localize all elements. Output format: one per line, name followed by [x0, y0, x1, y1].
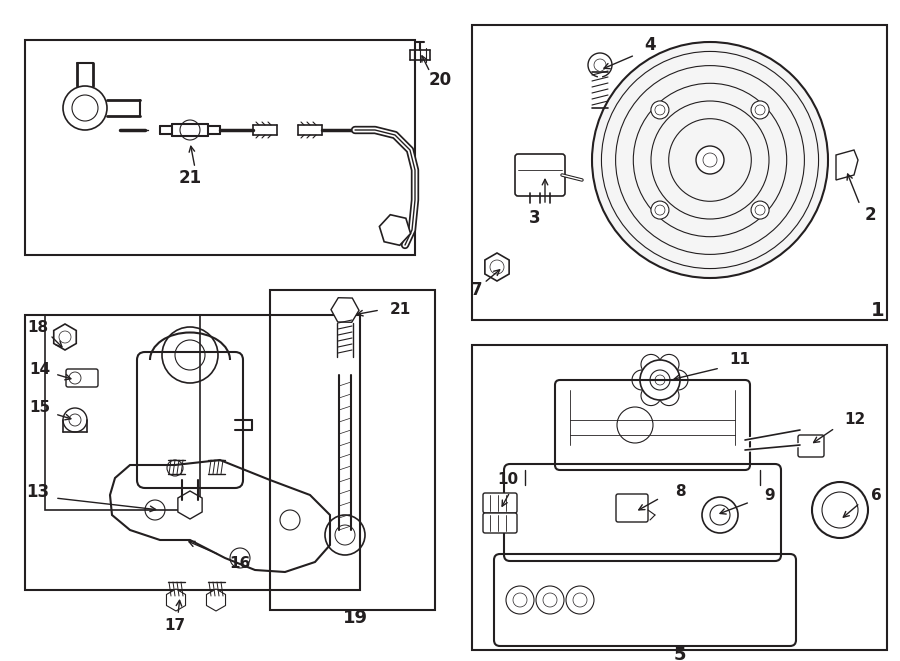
FancyBboxPatch shape: [515, 154, 565, 196]
Text: 19: 19: [343, 609, 367, 627]
Circle shape: [592, 42, 828, 278]
Circle shape: [696, 146, 724, 174]
Text: 21: 21: [390, 303, 410, 317]
FancyBboxPatch shape: [66, 369, 98, 387]
Text: 7: 7: [472, 281, 482, 299]
Text: 9: 9: [765, 488, 775, 502]
Circle shape: [632, 370, 652, 390]
Circle shape: [702, 497, 738, 533]
Text: 17: 17: [165, 617, 185, 633]
Text: 13: 13: [26, 483, 50, 501]
Text: 14: 14: [30, 362, 50, 377]
FancyBboxPatch shape: [483, 493, 517, 513]
Text: 12: 12: [844, 412, 866, 428]
Bar: [25, 40, 415, 255]
Text: 5: 5: [674, 646, 686, 661]
Polygon shape: [836, 150, 858, 180]
Bar: [25, 315, 360, 590]
Text: 20: 20: [428, 71, 452, 89]
Circle shape: [659, 385, 679, 406]
Text: 6: 6: [870, 488, 881, 502]
Text: 8: 8: [675, 485, 685, 500]
Text: 3: 3: [529, 209, 541, 227]
Circle shape: [651, 201, 669, 219]
Circle shape: [668, 370, 688, 390]
Bar: [270, 290, 435, 610]
Text: 15: 15: [30, 401, 50, 416]
Circle shape: [641, 354, 661, 374]
FancyBboxPatch shape: [483, 513, 517, 533]
Text: 2: 2: [864, 206, 876, 224]
Circle shape: [752, 201, 770, 219]
Circle shape: [641, 385, 661, 406]
Text: 18: 18: [27, 321, 49, 336]
Circle shape: [752, 101, 770, 119]
Circle shape: [651, 101, 669, 119]
FancyBboxPatch shape: [616, 494, 648, 522]
Text: 1: 1: [871, 301, 885, 319]
Bar: [472, 345, 887, 650]
Circle shape: [640, 360, 680, 400]
Text: 16: 16: [230, 555, 250, 570]
Text: 11: 11: [730, 352, 751, 368]
Text: 4: 4: [644, 36, 656, 54]
Bar: [472, 25, 887, 320]
Text: 21: 21: [178, 169, 202, 187]
FancyBboxPatch shape: [798, 435, 824, 457]
Bar: [45, 315, 200, 510]
Text: 10: 10: [498, 473, 518, 488]
Circle shape: [659, 354, 679, 374]
